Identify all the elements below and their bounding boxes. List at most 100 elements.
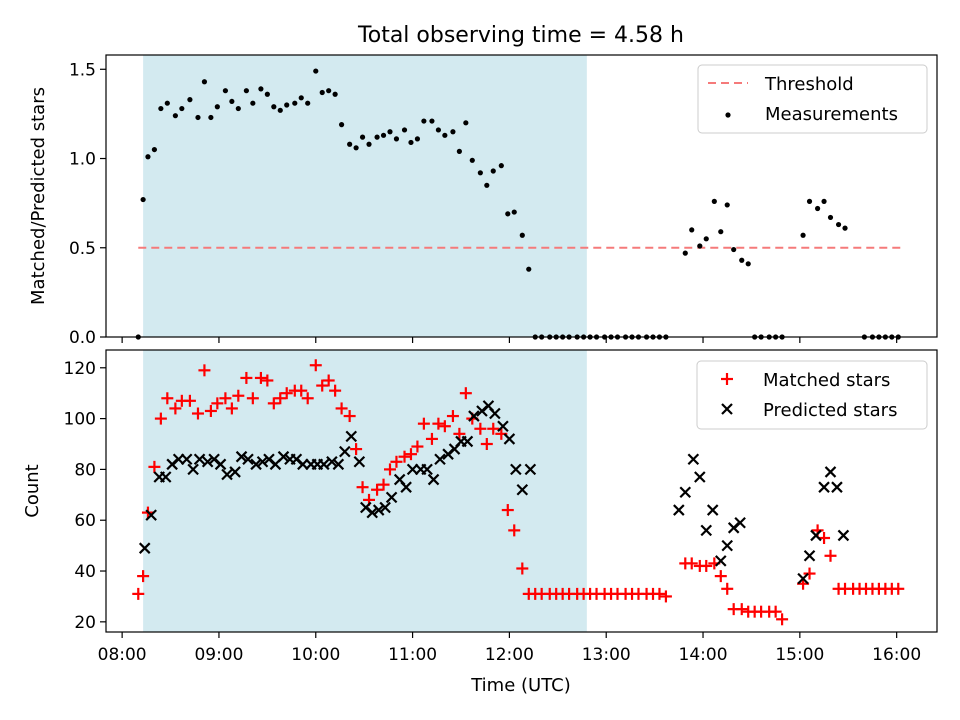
top-axes-frame bbox=[105, 54, 938, 338]
predicted-star-point bbox=[318, 458, 330, 471]
predicted-star-point bbox=[497, 420, 509, 432]
predicted-star-point bbox=[503, 433, 516, 445]
measurement-point bbox=[214, 104, 220, 110]
measurement-point bbox=[401, 127, 408, 133]
predicted-star-point bbox=[277, 450, 290, 463]
measurement-point bbox=[827, 214, 834, 221]
predicted-star-point bbox=[673, 504, 685, 516]
matched-star-point bbox=[154, 412, 167, 425]
measurement-point bbox=[353, 145, 359, 151]
x-tick-label: 14:00 bbox=[679, 645, 728, 665]
measurement-point bbox=[469, 157, 475, 163]
measurement-point bbox=[326, 88, 332, 94]
matched-star-point bbox=[474, 422, 487, 435]
top-panel: 0.0 0.5 1.0 1.5 Matched/Predicted stars Thr… bbox=[28, 54, 938, 348]
measurement-point bbox=[164, 100, 170, 106]
matched-star-point bbox=[892, 582, 905, 595]
measurement-point bbox=[435, 127, 441, 133]
x-tick-label: 15:00 bbox=[775, 645, 824, 665]
top-legend: Threshold Measurements bbox=[697, 64, 928, 134]
measurement-point bbox=[222, 88, 229, 94]
predicted-star-point bbox=[138, 542, 151, 554]
predicted-star-point bbox=[372, 504, 385, 516]
bottom-legend: Matched stars Predicted stars bbox=[696, 360, 928, 430]
predicted-star-point bbox=[687, 453, 700, 466]
measurement-point bbox=[264, 91, 270, 97]
matched-star-point bbox=[343, 410, 356, 423]
predicted-star-point bbox=[468, 410, 480, 422]
measurement-point bbox=[421, 118, 427, 124]
matched-star-point bbox=[714, 570, 727, 583]
measurement-point bbox=[821, 198, 827, 204]
predicted-star-point bbox=[326, 456, 338, 468]
measurement-point bbox=[332, 91, 338, 97]
predicted-star-point bbox=[818, 481, 830, 493]
matched-star-point bbox=[137, 570, 150, 583]
matched-star-point bbox=[301, 392, 314, 405]
predicted-star-point bbox=[824, 466, 837, 478]
measurement-point bbox=[277, 107, 283, 113]
bottom-y-axis: 20 40 60 80 100 120 bbox=[64, 359, 106, 633]
predicted-star-point bbox=[345, 430, 358, 443]
measurement-point bbox=[498, 163, 504, 169]
measurement-point bbox=[366, 141, 372, 147]
y-tick-label: 40 bbox=[74, 562, 96, 582]
matched-star-point bbox=[516, 562, 529, 575]
measurement-point bbox=[490, 168, 496, 174]
matched-star-point bbox=[295, 384, 308, 397]
measurement-point bbox=[463, 120, 469, 126]
predicted-star-point bbox=[489, 407, 501, 420]
matched-star-point bbox=[322, 374, 335, 387]
matched-star-point bbox=[417, 417, 430, 430]
measurement-point bbox=[229, 98, 235, 105]
matched-star-point bbox=[232, 389, 245, 402]
matched-star-point bbox=[769, 605, 782, 618]
x-axis-label: Time (UTC) bbox=[470, 675, 571, 696]
predicted-star-point bbox=[510, 463, 522, 476]
measurement-point bbox=[208, 114, 214, 121]
matched-star-point bbox=[329, 384, 342, 397]
top-legend-box bbox=[697, 64, 928, 134]
matched-star-point bbox=[446, 410, 459, 423]
matched-star-point bbox=[721, 582, 734, 595]
predicted-star-point bbox=[385, 491, 398, 504]
measurement-point bbox=[201, 79, 208, 85]
measurement-point bbox=[151, 146, 158, 153]
predicted-star-point bbox=[434, 453, 446, 466]
matched-star-point bbox=[198, 364, 211, 377]
predicted-star-point bbox=[159, 471, 172, 483]
measurement-point bbox=[319, 89, 325, 96]
y-tick-label: 100 bbox=[64, 410, 96, 430]
measurement-point bbox=[140, 196, 146, 203]
measurement-point bbox=[456, 148, 462, 154]
top-y-axis-label: Matched/Predicted stars bbox=[28, 87, 49, 305]
matched-star-point bbox=[480, 438, 493, 450]
measurement-point bbox=[187, 97, 193, 103]
y-tick-label: 20 bbox=[74, 613, 96, 633]
matched-star-point bbox=[261, 374, 274, 387]
matched-star-point bbox=[411, 440, 424, 453]
bottom-axes-frame bbox=[105, 349, 938, 633]
matched-star-point bbox=[132, 587, 145, 600]
matched-star-point bbox=[169, 402, 182, 415]
matched-star-point bbox=[219, 392, 232, 405]
matched-star-point bbox=[803, 567, 816, 580]
matched-star-points bbox=[132, 359, 905, 626]
predicted-star-point bbox=[700, 524, 713, 537]
matched-star-point bbox=[659, 590, 672, 603]
measurement-point bbox=[703, 236, 709, 242]
matched-star-point bbox=[459, 387, 472, 400]
y-tick-label: 0.0 bbox=[69, 328, 96, 348]
matched-star-point bbox=[148, 460, 161, 473]
measurement-point bbox=[243, 88, 249, 94]
measurement-point bbox=[179, 105, 185, 112]
top-y-axis: 0.0 0.5 1.0 1.5 bbox=[69, 60, 106, 348]
bottom-panel: 20 40 60 80 100 120 08:00 09:00 10:00 11:00 12:00… bbox=[22, 349, 938, 696]
predicted-star-point bbox=[734, 516, 746, 529]
legend-matched-label: Matched stars bbox=[763, 370, 890, 391]
measurement-point bbox=[359, 134, 366, 140]
predicted-star-point bbox=[721, 539, 734, 552]
matched-star-point bbox=[309, 359, 322, 372]
predicted-star-point bbox=[810, 529, 822, 542]
measurement-point bbox=[271, 104, 277, 110]
